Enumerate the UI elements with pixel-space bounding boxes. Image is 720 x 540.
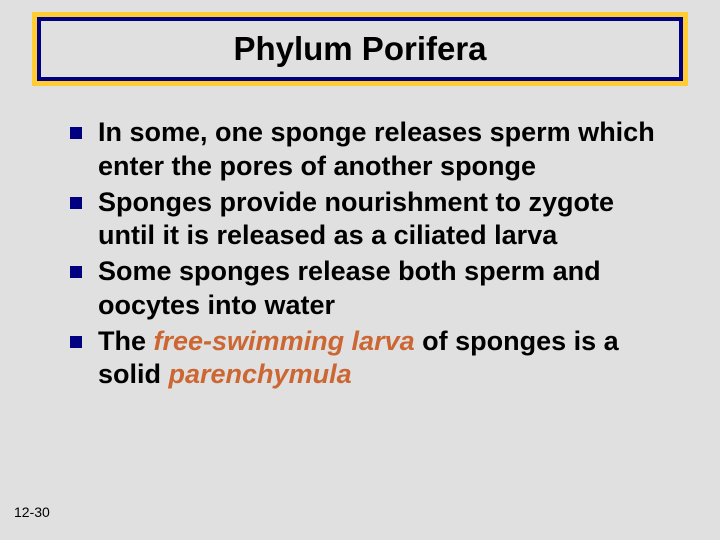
slide-title: Phylum Porifera bbox=[41, 21, 679, 77]
slide: Phylum Porifera In some, one sponge rele… bbox=[0, 0, 720, 540]
bullet-square-icon bbox=[70, 266, 82, 278]
bullet-square-icon bbox=[70, 336, 82, 348]
bullet-text: In some, one sponge releases sperm which… bbox=[98, 116, 670, 184]
bullet-text: The free-swimming larva of sponges is a … bbox=[98, 325, 670, 393]
title-outer-box: Phylum Porifera bbox=[32, 12, 688, 86]
bullet-item: Some sponges release both sperm and oocy… bbox=[70, 255, 670, 323]
bullet-item: The free-swimming larva of sponges is a … bbox=[70, 325, 670, 393]
bullet-item: Sponges provide nourishment to zygote un… bbox=[70, 186, 670, 254]
bullet-text: Some sponges release both sperm and oocy… bbox=[98, 255, 670, 323]
bullet-item: In some, one sponge releases sperm which… bbox=[70, 116, 670, 184]
bullet-text: Sponges provide nourishment to zygote un… bbox=[98, 186, 670, 254]
bullet-square-icon bbox=[70, 197, 82, 209]
bullet-square-icon bbox=[70, 127, 82, 139]
content-area: In some, one sponge releases sperm which… bbox=[70, 116, 670, 394]
slide-number: 12-30 bbox=[14, 504, 50, 520]
